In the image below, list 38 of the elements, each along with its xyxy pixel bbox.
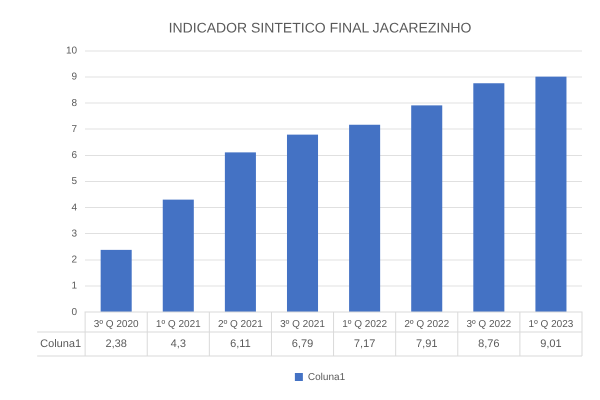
data-label: 7,17 xyxy=(354,338,376,350)
bar xyxy=(286,134,318,312)
x-tick-label: 3º Q 2022 xyxy=(466,318,512,330)
bar xyxy=(411,105,442,312)
y-tick-label: 1 xyxy=(72,280,78,292)
x-tick-label: 1º Q 2023 xyxy=(528,318,574,330)
bar xyxy=(100,250,132,312)
bar xyxy=(349,124,380,312)
bar xyxy=(162,200,194,312)
data-label: 7,91 xyxy=(416,338,438,350)
y-tick-label: 5 xyxy=(72,176,78,188)
y-tick-label: 4 xyxy=(72,202,78,214)
data-label: 2,38 xyxy=(105,338,127,350)
y-tick-label: 3 xyxy=(72,228,78,240)
y-tick-label: 10 xyxy=(66,46,78,57)
x-tick-label: 1º Q 2022 xyxy=(342,318,388,330)
y-tick-label: 0 xyxy=(72,306,78,318)
x-tick-label: 1º Q 2021 xyxy=(156,318,202,330)
data-label: 9,01 xyxy=(540,338,562,350)
y-tick-label: 7 xyxy=(72,124,78,135)
legend-label: Coluna1 xyxy=(308,372,346,383)
bar xyxy=(535,76,566,312)
chart-title: INDICADOR SINTETICO FINAL JACAREZINHO xyxy=(168,19,472,36)
y-tick-label: 9 xyxy=(72,72,78,83)
text: Coluna1 xyxy=(40,338,82,350)
data-label: 6,79 xyxy=(292,338,314,350)
x-tick-label: 2º Q 2022 xyxy=(404,318,450,330)
data-label: 4,3 xyxy=(170,338,186,350)
data-label: 8,76 xyxy=(478,338,500,350)
x-tick-label: 3º Q 2020 xyxy=(94,318,140,330)
x-tick-label: 3º Q 2021 xyxy=(280,318,326,330)
x-tick-label: 2º Q 2021 xyxy=(218,318,264,330)
data-label: 6,11 xyxy=(230,338,251,350)
bar xyxy=(473,83,504,312)
y-tick-label: 2 xyxy=(72,254,78,266)
y-tick-label: 8 xyxy=(72,98,78,109)
bar xyxy=(224,152,256,312)
y-tick-label: 6 xyxy=(72,150,78,162)
